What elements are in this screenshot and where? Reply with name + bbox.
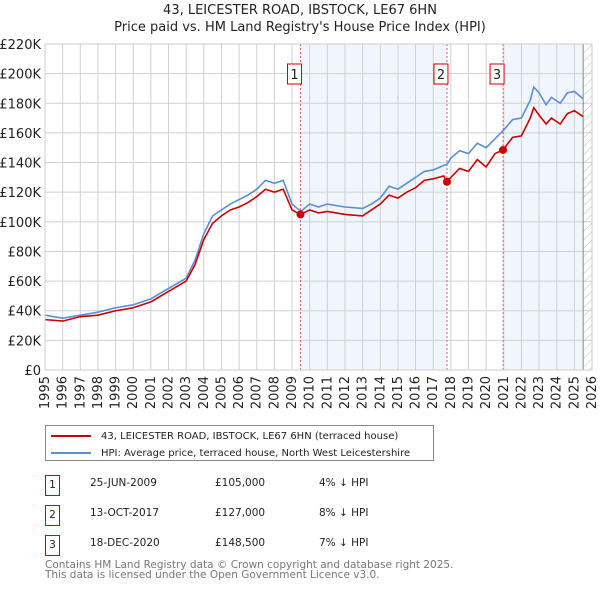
sale-marker-label: 1 [290,68,298,83]
x-tick-label: 2019 [461,376,476,409]
sale-price: £148,500 [215,537,266,549]
chart-title: 43, LEICESTER ROAD, IBSTOCK, LE67 6HN [163,3,437,18]
y-tick-label: £40K [8,305,42,320]
sale-hpi-diff: 4% ↓ HPI [319,477,369,489]
x-tick-label: 2025 [567,376,582,409]
shaded-region [300,44,447,370]
sale-point [442,177,451,186]
sale-marker-label: 3 [493,68,501,83]
legend-swatch-blue [51,452,91,454]
x-tick-label: 2002 [162,376,177,409]
legend-swatch-red [51,435,91,437]
y-tick-label: £80K [8,245,42,260]
y-tick-label: £60K [8,275,42,290]
x-tick-label: 2023 [532,376,547,409]
y-tick-label: £100K [0,216,41,231]
y-tick-label: £0 [24,364,41,379]
x-tick-label: 1995 [38,376,53,409]
sale-number-badge: 2 [45,505,60,526]
x-tick-label: 2024 [550,376,565,409]
sale-number-badge: 1 [45,475,60,496]
x-tick-label: 2020 [479,376,494,409]
x-tick-label: 2001 [144,376,159,409]
sale-marker-label: 2 [437,68,445,83]
x-tick-label: 2000 [126,376,141,409]
legend-label: HPI: Average price, terraced house, Nort… [101,447,411,459]
y-tick-label: £140K [0,157,41,172]
x-tick-label: 2005 [214,376,229,409]
y-tick-label: £160K [0,127,41,142]
sale-hpi-diff: 8% ↓ HPI [319,507,369,519]
x-tick-label: 2012 [338,376,353,409]
x-tick-label: 1996 [56,376,71,409]
x-tick-label: 2009 [285,376,300,409]
y-tick-label: £20K [8,334,42,349]
sale-hpi-diff: 7% ↓ HPI [319,537,369,549]
future-hatch [583,44,592,370]
x-tick-label: 2022 [514,376,529,409]
x-tick-label: 2017 [426,376,441,409]
legend-label: 43, LEICESTER ROAD, IBSTOCK, LE67 6HN (t… [101,430,399,442]
x-tick-label: 1998 [91,376,106,409]
sale-marker-box [287,63,303,85]
legend-item-hpi: HPI: Average price, terraced house, Nort… [51,446,410,460]
sale-date: 13-OCT-2017 [90,507,159,519]
footer-line: Contains HM Land Registry data © Crown c… [45,559,454,571]
x-tick-label: 1999 [109,376,124,409]
x-tick-label: 2011 [320,376,335,409]
sale-date: 25-JUN-2009 [90,477,157,489]
sale-number-badge: 3 [45,535,60,556]
x-tick-label: 2013 [356,376,371,409]
x-tick-label: 1997 [73,376,88,409]
x-tick-label: 2010 [303,376,318,409]
sale-date: 18-DEC-2020 [90,537,160,549]
sale-marker-box [489,63,505,85]
x-tick-label: 2021 [497,376,512,409]
y-tick-label: £200K [0,68,41,83]
x-tick-label: 2004 [197,376,212,409]
hpi-line [44,85,584,319]
sale-marker-box [433,63,449,85]
x-tick-label: 2003 [179,376,194,409]
chart-subtitle: Price paid vs. HM Land Registry's House … [114,20,486,35]
x-tick-label: 2016 [409,376,424,409]
footer: Contains HM Land Registry data © Crown c… [45,559,454,581]
x-tick-label: 2026 [585,376,600,409]
sale-point [296,210,305,219]
property-price-line [44,105,584,322]
y-tick-label: £220K [0,38,41,53]
sale-price: £127,000 [215,507,266,519]
x-tick-label: 2015 [391,376,406,409]
sale-point [499,145,508,154]
x-tick-label: 2006 [232,376,247,409]
plot-border [44,43,593,371]
x-tick-label: 2014 [373,376,388,409]
legend-item-property: 43, LEICESTER ROAD, IBSTOCK, LE67 6HN (t… [51,429,398,443]
y-tick-label: £180K [0,97,41,112]
footer-line: This data is licensed under the Open Gov… [45,569,380,581]
x-tick-label: 2008 [267,376,282,409]
price-chart: 1995 1996 1997 1998 1999 2000 2001 2002 2003 2004… [0,38,600,409]
x-tick-label: 2007 [250,376,265,409]
x-tick-label: 2018 [444,376,459,409]
legend: 43, LEICESTER ROAD, IBSTOCK, LE67 6HN (t… [45,425,434,461]
sale-price: £105,000 [215,477,266,489]
y-tick-label: £120K [0,186,41,201]
